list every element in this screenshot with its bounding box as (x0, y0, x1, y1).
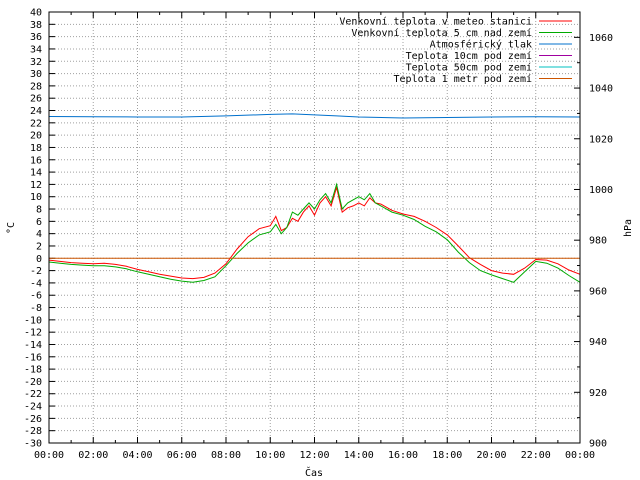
y2-tick-label: 1040 (589, 84, 613, 95)
y2-tick-label: 920 (589, 388, 607, 399)
y2-tick-label: 900 (589, 439, 607, 450)
x-tick-label: 00:00 (34, 450, 64, 461)
legend-label: Venkovní teplota 5 cm nad zemí (351, 27, 532, 39)
legend: Venkovní teplota v meteo staniciVenkovní… (339, 16, 572, 85)
y-tick-label: 30 (30, 69, 42, 80)
y2-axis-label: hPa (623, 219, 634, 237)
legend-label: Teplota 1 metr pod zemí (394, 73, 532, 85)
x-tick-label: 08:00 (211, 450, 241, 461)
x-tick-label: 06:00 (167, 450, 197, 461)
x-axis-label: Čas (305, 466, 323, 479)
x-tick-label: 12:00 (299, 450, 329, 461)
y-tick-label: 12 (30, 180, 42, 191)
y-tick-label: 34 (30, 44, 42, 55)
series-layer (48, 113, 581, 283)
y2-tick-label: 940 (589, 337, 607, 348)
y-tick-label: 14 (30, 168, 42, 179)
x-tick-label: 04:00 (122, 450, 152, 461)
y-tick-label: -14 (24, 340, 42, 351)
y-tick-label: -12 (24, 328, 42, 339)
y-tick-label: -18 (24, 365, 42, 376)
y-tick-label: 8 (36, 205, 42, 216)
y2-tick-label: 980 (589, 236, 607, 247)
y-tick-label: -30 (24, 439, 42, 450)
y-tick-label: -22 (24, 389, 42, 400)
y-tick-label: 18 (30, 143, 42, 154)
y-tick-label: 22 (30, 118, 42, 129)
y-tick-label: 0 (36, 254, 42, 265)
legend-label: Venkovní teplota v meteo stanici (339, 16, 532, 28)
plot-frame (48, 11, 581, 444)
y-tick-label: 32 (30, 57, 42, 68)
x-tick-label: 22:00 (521, 450, 551, 461)
y2-tick-label: 960 (589, 286, 607, 297)
y-tick-label: -24 (24, 402, 42, 413)
y-tick-label: -10 (24, 315, 42, 326)
y-tick-label: 26 (30, 94, 42, 105)
ticks-layer (48, 11, 581, 444)
y-tick-label: 10 (30, 192, 42, 203)
y-tick-label: -26 (24, 414, 42, 425)
y-tick-label: -28 (24, 426, 42, 437)
y-tick-label: -8 (30, 303, 42, 314)
legend-label: Atmosférický tlak (430, 39, 532, 51)
y-tick-label: 2 (36, 241, 42, 252)
y-tick-label: -2 (30, 266, 42, 277)
y2-tick-label: 1000 (589, 185, 613, 196)
x-tick-label: 20:00 (476, 450, 506, 461)
y-tick-label: 6 (36, 217, 42, 228)
y-tick-label: 36 (30, 32, 42, 43)
y-tick-label: 16 (30, 155, 42, 166)
y-tick-label: 38 (30, 20, 42, 31)
legend-label: Teplota 50cm pod zemí (406, 62, 532, 74)
y-tick-label: -20 (24, 377, 42, 388)
x-tick-label: 16:00 (388, 450, 418, 461)
legend-label: Teplota 10cm pod zemí (406, 50, 532, 62)
y-tick-label: -16 (24, 352, 42, 363)
x-tick-label: 18:00 (432, 450, 462, 461)
x-tick-label: 14:00 (344, 450, 374, 461)
x-tick-label: 02:00 (78, 450, 108, 461)
labels-layer: 00:00 02:00 04:00 06:00 08:00 10:00 12:00 14:00… (24, 8, 613, 462)
y2-tick-label: 1060 (589, 33, 613, 44)
x-tick-label: 00:00 (565, 450, 595, 461)
y2-tick-label: 1020 (589, 134, 613, 145)
y-tick-label: -4 (30, 278, 42, 289)
series-line (48, 113, 581, 119)
series-line (48, 185, 581, 280)
y-tick-label: 28 (30, 81, 42, 92)
y-tick-label: 20 (30, 131, 42, 142)
y-tick-label: -6 (30, 291, 42, 302)
y-tick-label: 4 (36, 229, 42, 240)
y-axis-label: °C (6, 222, 17, 234)
y-tick-label: 40 (30, 8, 42, 19)
series-line (48, 182, 581, 283)
x-tick-label: 10:00 (255, 450, 285, 461)
y-tick-label: 24 (30, 106, 42, 117)
